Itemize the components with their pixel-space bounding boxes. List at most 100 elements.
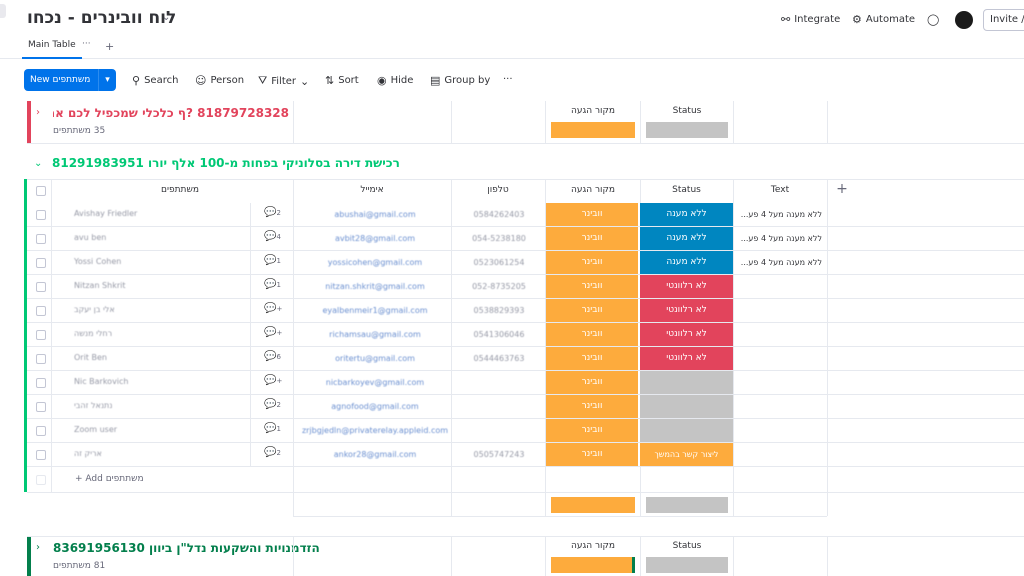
chevron-right-icon[interactable]: › (36, 542, 40, 553)
automate-button[interactable]: ⚙ Automate (852, 13, 915, 26)
phone-cell[interactable]: 054-5238180 (472, 234, 526, 243)
status-cell[interactable] (640, 419, 733, 442)
text-cell[interactable]: ללא מענה מעל 4 פע... (740, 258, 822, 267)
source-cell[interactable]: וובינר (546, 227, 638, 250)
side-handle[interactable] (0, 4, 6, 18)
add-item-row[interactable]: + Add משתתפים (27, 468, 1024, 492)
email-cell[interactable]: nicbarkoyev@gmail.com (325, 378, 425, 387)
status-cell[interactable]: לא רלוונטי (640, 347, 733, 370)
email-cell[interactable]: zrjbgjedln@privaterelay.appleid.com (301, 426, 449, 435)
source-cell[interactable]: וובינר (546, 275, 638, 298)
phone-cell[interactable]: 0505747243 (473, 450, 525, 459)
row-checkbox[interactable] (36, 282, 46, 292)
row-checkbox[interactable] (36, 258, 46, 268)
row-checkbox[interactable] (36, 450, 46, 460)
updates-icon[interactable]: 💬1 (264, 255, 281, 266)
table-row[interactable]: אריק זה 💬2 ankor28@gmail.com 0505747243 וובי… (27, 443, 1024, 467)
chevron-down-icon[interactable]: ▾ (98, 69, 116, 91)
table-row[interactable]: Orit Ben 💬6 oritertu@gmail.com 0544463763 וו… (27, 347, 1024, 371)
updates-icon[interactable]: 💬2 (264, 447, 281, 458)
status-cell[interactable]: ללא מענה (640, 227, 733, 250)
status-cell[interactable]: לא רלוונטי (640, 275, 733, 298)
add-item-input[interactable]: + Add משתתפים (75, 474, 144, 484)
item-name[interactable]: Yossi Cohen (74, 257, 122, 266)
sort-button[interactable]: ⇅ Sort (325, 74, 359, 87)
status-cell[interactable]: לא רלוונטי (640, 299, 733, 322)
email-cell[interactable]: nitzan.shkrit@gmail.com (325, 282, 425, 291)
source-cell[interactable]: וובינר (546, 371, 638, 394)
row-checkbox[interactable] (36, 354, 46, 364)
source-cell[interactable]: וובינר (546, 395, 638, 418)
phone-cell[interactable]: 0541306046 (473, 330, 525, 339)
source-cell[interactable]: וובינר (546, 299, 638, 322)
item-name[interactable]: Orit Ben (74, 353, 107, 362)
status-cell[interactable] (640, 371, 733, 394)
add-column-button[interactable]: + (836, 181, 848, 197)
column-header-source[interactable]: מקור הגעה (571, 185, 615, 195)
table-row[interactable]: Nic Barkovich 💬+ nicbarkoyev@gmail.com וובי… (27, 371, 1024, 395)
row-checkbox[interactable] (36, 426, 46, 436)
item-name[interactable]: נתנאל זהבי (74, 401, 113, 410)
email-cell[interactable]: ankor28@gmail.com (333, 450, 417, 459)
status-cell[interactable]: לא רלוונטי (640, 323, 733, 346)
table-row[interactable]: רחלי מנשה 💬+ richamsau@gmail.com 0541306046… (27, 323, 1024, 347)
person-filter-button[interactable]: ☺ Person (195, 74, 244, 87)
column-header-text[interactable]: Text (770, 185, 790, 195)
item-name[interactable]: Nic Barkovich (74, 377, 129, 386)
row-checkbox[interactable] (36, 210, 46, 220)
phone-cell[interactable]: 0544463763 (473, 354, 525, 363)
row-checkbox[interactable] (36, 402, 46, 412)
table-row[interactable]: Zoom user 💬1 zrjbgjedln@privaterelay.apple… (27, 419, 1024, 443)
row-checkbox[interactable] (36, 378, 46, 388)
more-options-button[interactable]: ··· (503, 74, 513, 85)
group-title[interactable]: רכישת דירה בסלוניקי בפחות מ-100 אלף יורו… (52, 156, 400, 170)
column-header-source[interactable]: מקור הגעה (571, 541, 615, 551)
source-cell[interactable]: וובינר (546, 443, 638, 466)
table-row[interactable]: נתנאל זהבי 💬2 agnofood@gmail.com וובינר (27, 395, 1024, 419)
table-row[interactable]: Avishay Friedler 💬2 abushai@gmail.com 05842… (27, 203, 1024, 227)
tab-more-icon[interactable]: ··· (82, 39, 91, 49)
group-by-button[interactable]: ▤ Group by (430, 74, 490, 87)
column-header-status[interactable]: Status (672, 106, 702, 116)
source-cell[interactable]: וובינר (546, 347, 638, 370)
source-cell[interactable]: וובינר (546, 251, 638, 274)
email-cell[interactable]: oritertu@gmail.com (335, 354, 415, 363)
updates-button[interactable]: ◯ (927, 13, 939, 26)
item-name[interactable]: Nitzan Shkrit (74, 281, 126, 290)
new-item-button[interactable]: New משתתפים ▾ (24, 69, 116, 91)
column-header-source[interactable]: מקור הגעה (571, 106, 615, 116)
group-title[interactable]: הזדמנויות והשקעות נדל"ן ביוון 8369195613… (53, 541, 320, 555)
table-row[interactable]: Nitzan Shkrit 💬1 nitzan.shkrit@gmail.com 05… (27, 275, 1024, 299)
row-checkbox[interactable] (36, 330, 46, 340)
source-cell[interactable]: וובינר (546, 419, 638, 442)
group-title[interactable]: 81879728328 ?ף כלכלי שמכפיל לכם את ההון (53, 106, 289, 120)
updates-icon[interactable]: 💬2 (264, 207, 281, 218)
hide-button[interactable]: ◉ Hide (377, 74, 413, 87)
item-name[interactable]: Zoom user (74, 425, 118, 434)
chevron-right-icon[interactable]: › (36, 107, 40, 118)
column-header-status[interactable]: Status (672, 185, 701, 195)
text-cell[interactable]: ללא מענה מעל 4 פע... (740, 234, 822, 243)
updates-icon[interactable]: 💬6 (264, 351, 281, 362)
filter-button[interactable]: ⛛ Filter ⌄ (258, 74, 309, 88)
status-cell[interactable]: ללא מענה (640, 203, 733, 226)
tab-main-table[interactable]: Main Table (22, 37, 82, 59)
table-row[interactable]: אלי בן יעקב 💬+ eyalbenmeir1@gmail.com 05388… (27, 299, 1024, 323)
phone-cell[interactable]: 0538829393 (473, 306, 525, 315)
phone-cell[interactable]: 052-8735205 (472, 282, 526, 291)
status-cell[interactable]: ללא מענה (640, 251, 733, 274)
integrate-button[interactable]: ⚯ Integrate (781, 13, 840, 26)
updates-icon[interactable]: 💬+ (264, 303, 283, 314)
table-row[interactable]: avu ben 💬4 avbit28@gmail.com 054-5238180 ווב… (27, 227, 1024, 251)
status-cell[interactable]: ליצור קשר בהמשך (640, 443, 733, 466)
status-cell[interactable] (640, 395, 733, 418)
column-header-email[interactable]: אימייל (360, 185, 384, 195)
column-header-name[interactable]: משתתפים (161, 185, 199, 195)
email-cell[interactable]: eyalbenmeir1@gmail.com (322, 306, 428, 315)
table-row[interactable]: Yossi Cohen 💬1 yossicohen@gmail.com 0523061… (27, 251, 1024, 275)
updates-icon[interactable]: 💬1 (264, 279, 281, 290)
updates-icon[interactable]: 💬1 (264, 423, 281, 434)
row-checkbox[interactable] (36, 234, 46, 244)
search-button[interactable]: ⚲ Search (132, 74, 178, 87)
chevron-down-icon[interactable]: ⌄ (162, 12, 171, 23)
